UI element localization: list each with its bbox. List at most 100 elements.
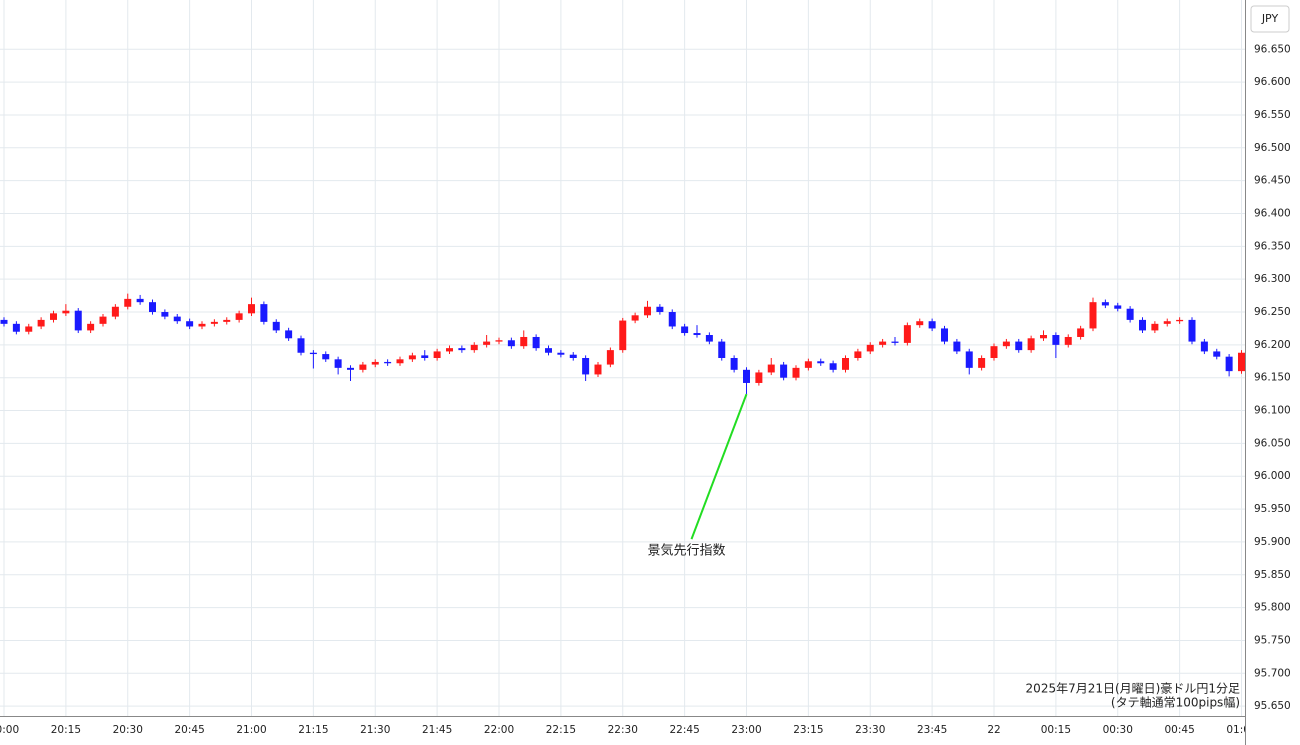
candle-body <box>470 344 478 351</box>
candle-body <box>186 321 194 327</box>
candle-body <box>668 312 676 327</box>
candle-body <box>507 340 515 347</box>
candle-body <box>210 321 218 324</box>
candle-body <box>928 321 936 329</box>
candle-body <box>198 323 206 327</box>
candle-body <box>1225 356 1233 372</box>
y-tick-label: 96.400 <box>1254 207 1291 219</box>
currency-box <box>1250 5 1290 33</box>
x-tick-label: 23:30 <box>855 724 885 736</box>
candle-body <box>730 358 738 370</box>
y-tick-label: 95.800 <box>1254 602 1291 614</box>
candle-body <box>1238 352 1245 372</box>
y-tick-label: 96.000 <box>1254 470 1291 482</box>
candle-body <box>136 298 144 303</box>
candle-body <box>1114 305 1122 309</box>
candle-body <box>953 341 961 352</box>
candle-body <box>248 304 255 314</box>
candle-body <box>458 348 466 351</box>
chart-subtitle: (タテ軸通常100pips幅) <box>1111 695 1240 710</box>
x-tick-label: 22:00 <box>484 724 514 736</box>
candle-body <box>1064 336 1072 345</box>
candle-body <box>149 302 156 313</box>
x-tick-label: 23:45 <box>917 724 947 736</box>
x-tick-label: 20:00 <box>0 724 19 736</box>
candle-body <box>396 359 404 364</box>
x-tick-label: 00:15 <box>1041 724 1071 736</box>
y-tick-label: 95.900 <box>1254 536 1291 548</box>
x-tick-label: 21:30 <box>360 724 390 736</box>
candle-body <box>173 316 181 322</box>
candle-body <box>408 355 416 360</box>
candle-body <box>1040 335 1047 339</box>
x-tick-label: 21:15 <box>298 724 328 736</box>
candle-body <box>495 340 503 342</box>
candle-body <box>161 312 169 317</box>
candle-body <box>780 364 788 378</box>
candle-body <box>1213 351 1221 357</box>
annotation-line <box>690 393 748 540</box>
candle-body <box>223 319 231 322</box>
y-tick-label: 95.750 <box>1254 634 1291 646</box>
candle-body <box>37 319 45 327</box>
y-tick-label: 96.050 <box>1254 437 1291 449</box>
candle-body <box>309 352 317 355</box>
candle-body <box>817 361 825 364</box>
candle-body <box>941 328 948 342</box>
candle-body <box>891 341 899 343</box>
y-tick-label: 96.200 <box>1254 339 1291 351</box>
candle-body <box>483 341 491 345</box>
candles <box>0 293 1245 395</box>
y-tick-label: 96.650 <box>1254 43 1291 55</box>
candle-body <box>1077 328 1085 337</box>
candle-body <box>767 364 775 373</box>
candle-body <box>285 330 293 339</box>
y-tick-label: 96.550 <box>1254 109 1291 121</box>
candle-body <box>619 320 627 351</box>
x-tick-label: 23:00 <box>731 724 761 736</box>
x-tick-label: 00:30 <box>1103 724 1133 736</box>
candle-body <box>829 363 837 370</box>
candle-body <box>842 358 849 370</box>
candle-body <box>582 358 590 375</box>
y-tick-label: 96.600 <box>1254 76 1291 88</box>
candle-body <box>743 369 750 383</box>
candle-body <box>384 361 392 364</box>
y-tick-label: 95.850 <box>1254 569 1291 581</box>
candle-body <box>1015 341 1023 351</box>
candle-body <box>0 319 8 324</box>
candle-body <box>1002 341 1010 347</box>
candle-body <box>978 358 986 368</box>
y-tick-label: 96.500 <box>1254 142 1291 154</box>
candle-body <box>1139 319 1146 331</box>
candle-body <box>260 304 268 322</box>
x-tick-label: 22:15 <box>546 724 576 736</box>
candle-body <box>1188 319 1196 342</box>
x-tick-label: 22:45 <box>669 724 699 736</box>
y-tick-label: 96.250 <box>1254 306 1291 318</box>
candle-body <box>124 298 132 307</box>
candle-body <box>1101 302 1109 306</box>
candle-body <box>371 361 379 365</box>
candle-body <box>12 323 20 332</box>
y-tick-label: 95.700 <box>1254 667 1291 679</box>
candle-body <box>1027 338 1035 351</box>
candle-body <box>1176 319 1184 322</box>
candle-body <box>74 310 82 331</box>
candle-body <box>62 310 70 314</box>
x-tick-label: 20:30 <box>113 724 143 736</box>
candle-body <box>334 359 342 368</box>
candle-body <box>569 354 577 358</box>
candle-body <box>545 348 552 353</box>
candle-body <box>1089 302 1097 329</box>
candle-body <box>557 352 565 355</box>
x-axis: 20:00 20:15 20:30 20:45 21:00 21:15 21:30 21:45… <box>0 724 1245 736</box>
candle-body <box>359 364 367 370</box>
candle-body <box>606 350 614 365</box>
y-tick-label: 96.450 <box>1254 175 1291 187</box>
candle-body <box>866 344 874 352</box>
candle-body <box>792 367 800 378</box>
candle-body <box>631 315 639 321</box>
